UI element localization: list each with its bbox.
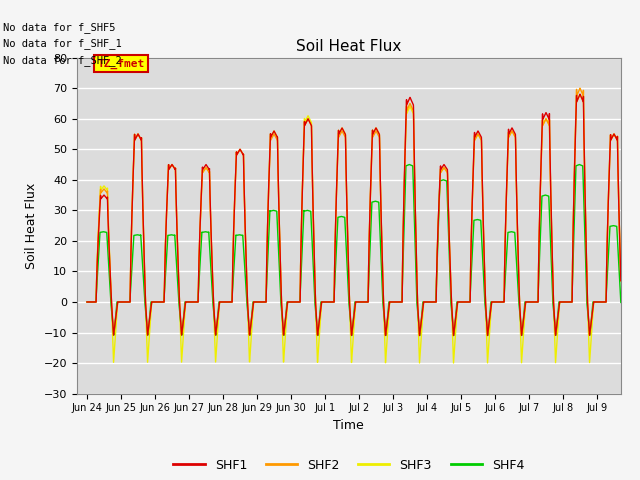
Title: Soil Heat Flux: Soil Heat Flux [296,39,401,54]
SHF3 [576,91,584,97]
SHF4 [382,333,390,338]
Y-axis label: Soil Heat Flux: Soil Heat Flux [25,182,38,269]
SHF1 [379,284,387,289]
SHF1 [408,99,416,105]
SHF2 [627,299,635,305]
SHF4 [408,163,416,168]
SHF4 [535,271,543,277]
Line: SHF4: SHF4 [87,165,631,336]
SHF3 [196,233,204,239]
Legend: SHF1, SHF2, SHF3, SHF4: SHF1, SHF2, SHF3, SHF4 [168,454,529,477]
SHF1 [196,232,204,238]
SHF4 [575,162,583,168]
SHF3 [83,299,91,305]
SHF2 [379,284,387,289]
Text: TZ_fmet: TZ_fmet [97,59,145,69]
SHF3 [508,129,516,134]
SHF4 [508,229,516,235]
SHF4 [379,301,387,307]
SHF1 [535,246,543,252]
SHF2 [450,333,458,338]
Line: SHF2: SHF2 [87,88,631,336]
SHF1 [83,299,91,305]
SHF4 [83,299,91,305]
SHF4 [627,299,635,305]
SHF3 [627,299,635,305]
SHF3 [408,108,416,114]
SHF1 [508,125,516,131]
SHF2 [549,280,557,286]
SHF1 [450,333,458,338]
X-axis label: Time: Time [333,419,364,432]
SHF4 [196,266,204,272]
SHF1 [576,91,584,97]
SHF1 [549,279,557,285]
SHF2 [508,129,516,134]
SHF2 [408,105,416,111]
SHF3 [549,280,557,286]
SHF2 [196,233,204,239]
Text: No data for f_SHF5: No data for f_SHF5 [3,22,116,33]
Line: SHF3: SHF3 [87,94,631,363]
SHF3 [450,360,458,366]
SHF3 [535,248,543,253]
SHF2 [576,85,584,91]
SHF3 [379,284,387,289]
SHF4 [549,300,557,306]
SHF2 [535,248,543,253]
SHF1 [627,299,635,305]
SHF2 [83,299,91,305]
Text: No data for f_SHF_2: No data for f_SHF_2 [3,55,122,66]
Line: SHF1: SHF1 [87,94,631,336]
Text: No data for f_SHF_1: No data for f_SHF_1 [3,38,122,49]
